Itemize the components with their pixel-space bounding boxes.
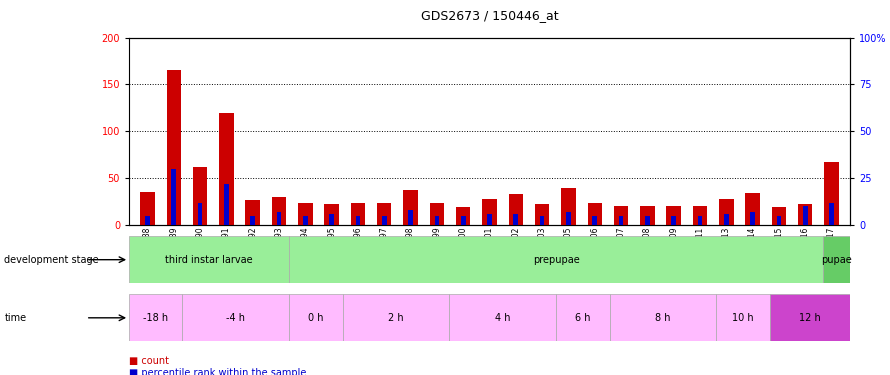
Text: 2 h: 2 h — [388, 313, 404, 323]
Bar — [777, 216, 781, 225]
Bar — [141, 192, 155, 225]
Bar — [772, 207, 786, 225]
Bar — [430, 203, 444, 225]
Bar — [823, 236, 850, 283]
Bar — [250, 216, 255, 225]
Bar — [698, 216, 702, 225]
Bar — [829, 202, 834, 225]
Bar — [145, 216, 150, 225]
Bar — [329, 214, 334, 225]
Text: ■ percentile rank within the sample: ■ percentile rank within the sample — [129, 368, 306, 375]
Bar — [409, 210, 413, 225]
Bar — [640, 206, 655, 225]
Bar — [224, 184, 229, 225]
Bar — [129, 294, 182, 341]
Bar — [614, 206, 628, 225]
Text: pupae: pupae — [821, 255, 852, 265]
Bar — [539, 216, 545, 225]
Bar — [351, 202, 365, 225]
Bar — [566, 212, 570, 225]
Text: 0 h: 0 h — [308, 313, 324, 323]
Bar — [587, 202, 602, 225]
Bar — [482, 199, 497, 225]
Bar — [724, 214, 729, 225]
Bar — [449, 294, 556, 341]
Bar — [198, 202, 202, 225]
Bar — [403, 190, 417, 225]
Bar — [303, 216, 308, 225]
Text: ■ count: ■ count — [129, 356, 169, 366]
Bar — [289, 294, 343, 341]
Bar — [324, 204, 339, 225]
Bar — [172, 169, 176, 225]
Bar — [298, 203, 312, 225]
Bar — [798, 204, 813, 225]
Bar — [166, 70, 181, 225]
Bar — [556, 294, 610, 341]
Bar — [356, 216, 360, 225]
Bar — [716, 294, 770, 341]
Bar — [219, 112, 234, 225]
Bar — [343, 294, 449, 341]
Bar — [289, 236, 823, 283]
Bar — [508, 194, 523, 225]
Bar — [182, 294, 289, 341]
Bar — [562, 188, 576, 225]
Text: time: time — [4, 313, 27, 323]
Bar — [824, 162, 838, 225]
Text: development stage: development stage — [4, 255, 99, 265]
Bar — [277, 212, 281, 225]
Bar — [487, 214, 492, 225]
Bar — [610, 294, 716, 341]
Text: 12 h: 12 h — [799, 313, 821, 323]
Bar — [461, 216, 465, 225]
Bar — [193, 167, 207, 225]
Text: 8 h: 8 h — [655, 313, 671, 323]
Bar — [745, 193, 760, 225]
Bar — [692, 206, 708, 225]
Bar — [535, 204, 549, 225]
Bar — [382, 216, 386, 225]
Bar — [456, 207, 471, 225]
Text: 6 h: 6 h — [575, 313, 591, 323]
Text: -4 h: -4 h — [226, 313, 246, 323]
Bar — [434, 216, 440, 225]
Text: third instar larvae: third instar larvae — [166, 255, 253, 265]
Bar — [645, 216, 650, 225]
Bar — [514, 214, 518, 225]
Text: 4 h: 4 h — [495, 313, 511, 323]
Bar — [377, 202, 392, 225]
Bar — [719, 199, 733, 225]
Bar — [271, 197, 287, 225]
Bar — [750, 212, 755, 225]
Bar — [246, 200, 260, 225]
Bar — [770, 294, 850, 341]
Bar — [619, 216, 623, 225]
Text: 10 h: 10 h — [732, 313, 754, 323]
Bar — [803, 206, 807, 225]
Text: GDS2673 / 150446_at: GDS2673 / 150446_at — [421, 9, 558, 22]
Text: -18 h: -18 h — [143, 313, 168, 323]
Text: prepupae: prepupae — [533, 255, 579, 265]
Bar — [667, 206, 681, 225]
Bar — [671, 216, 676, 225]
Bar — [593, 216, 597, 225]
Bar — [129, 236, 289, 283]
